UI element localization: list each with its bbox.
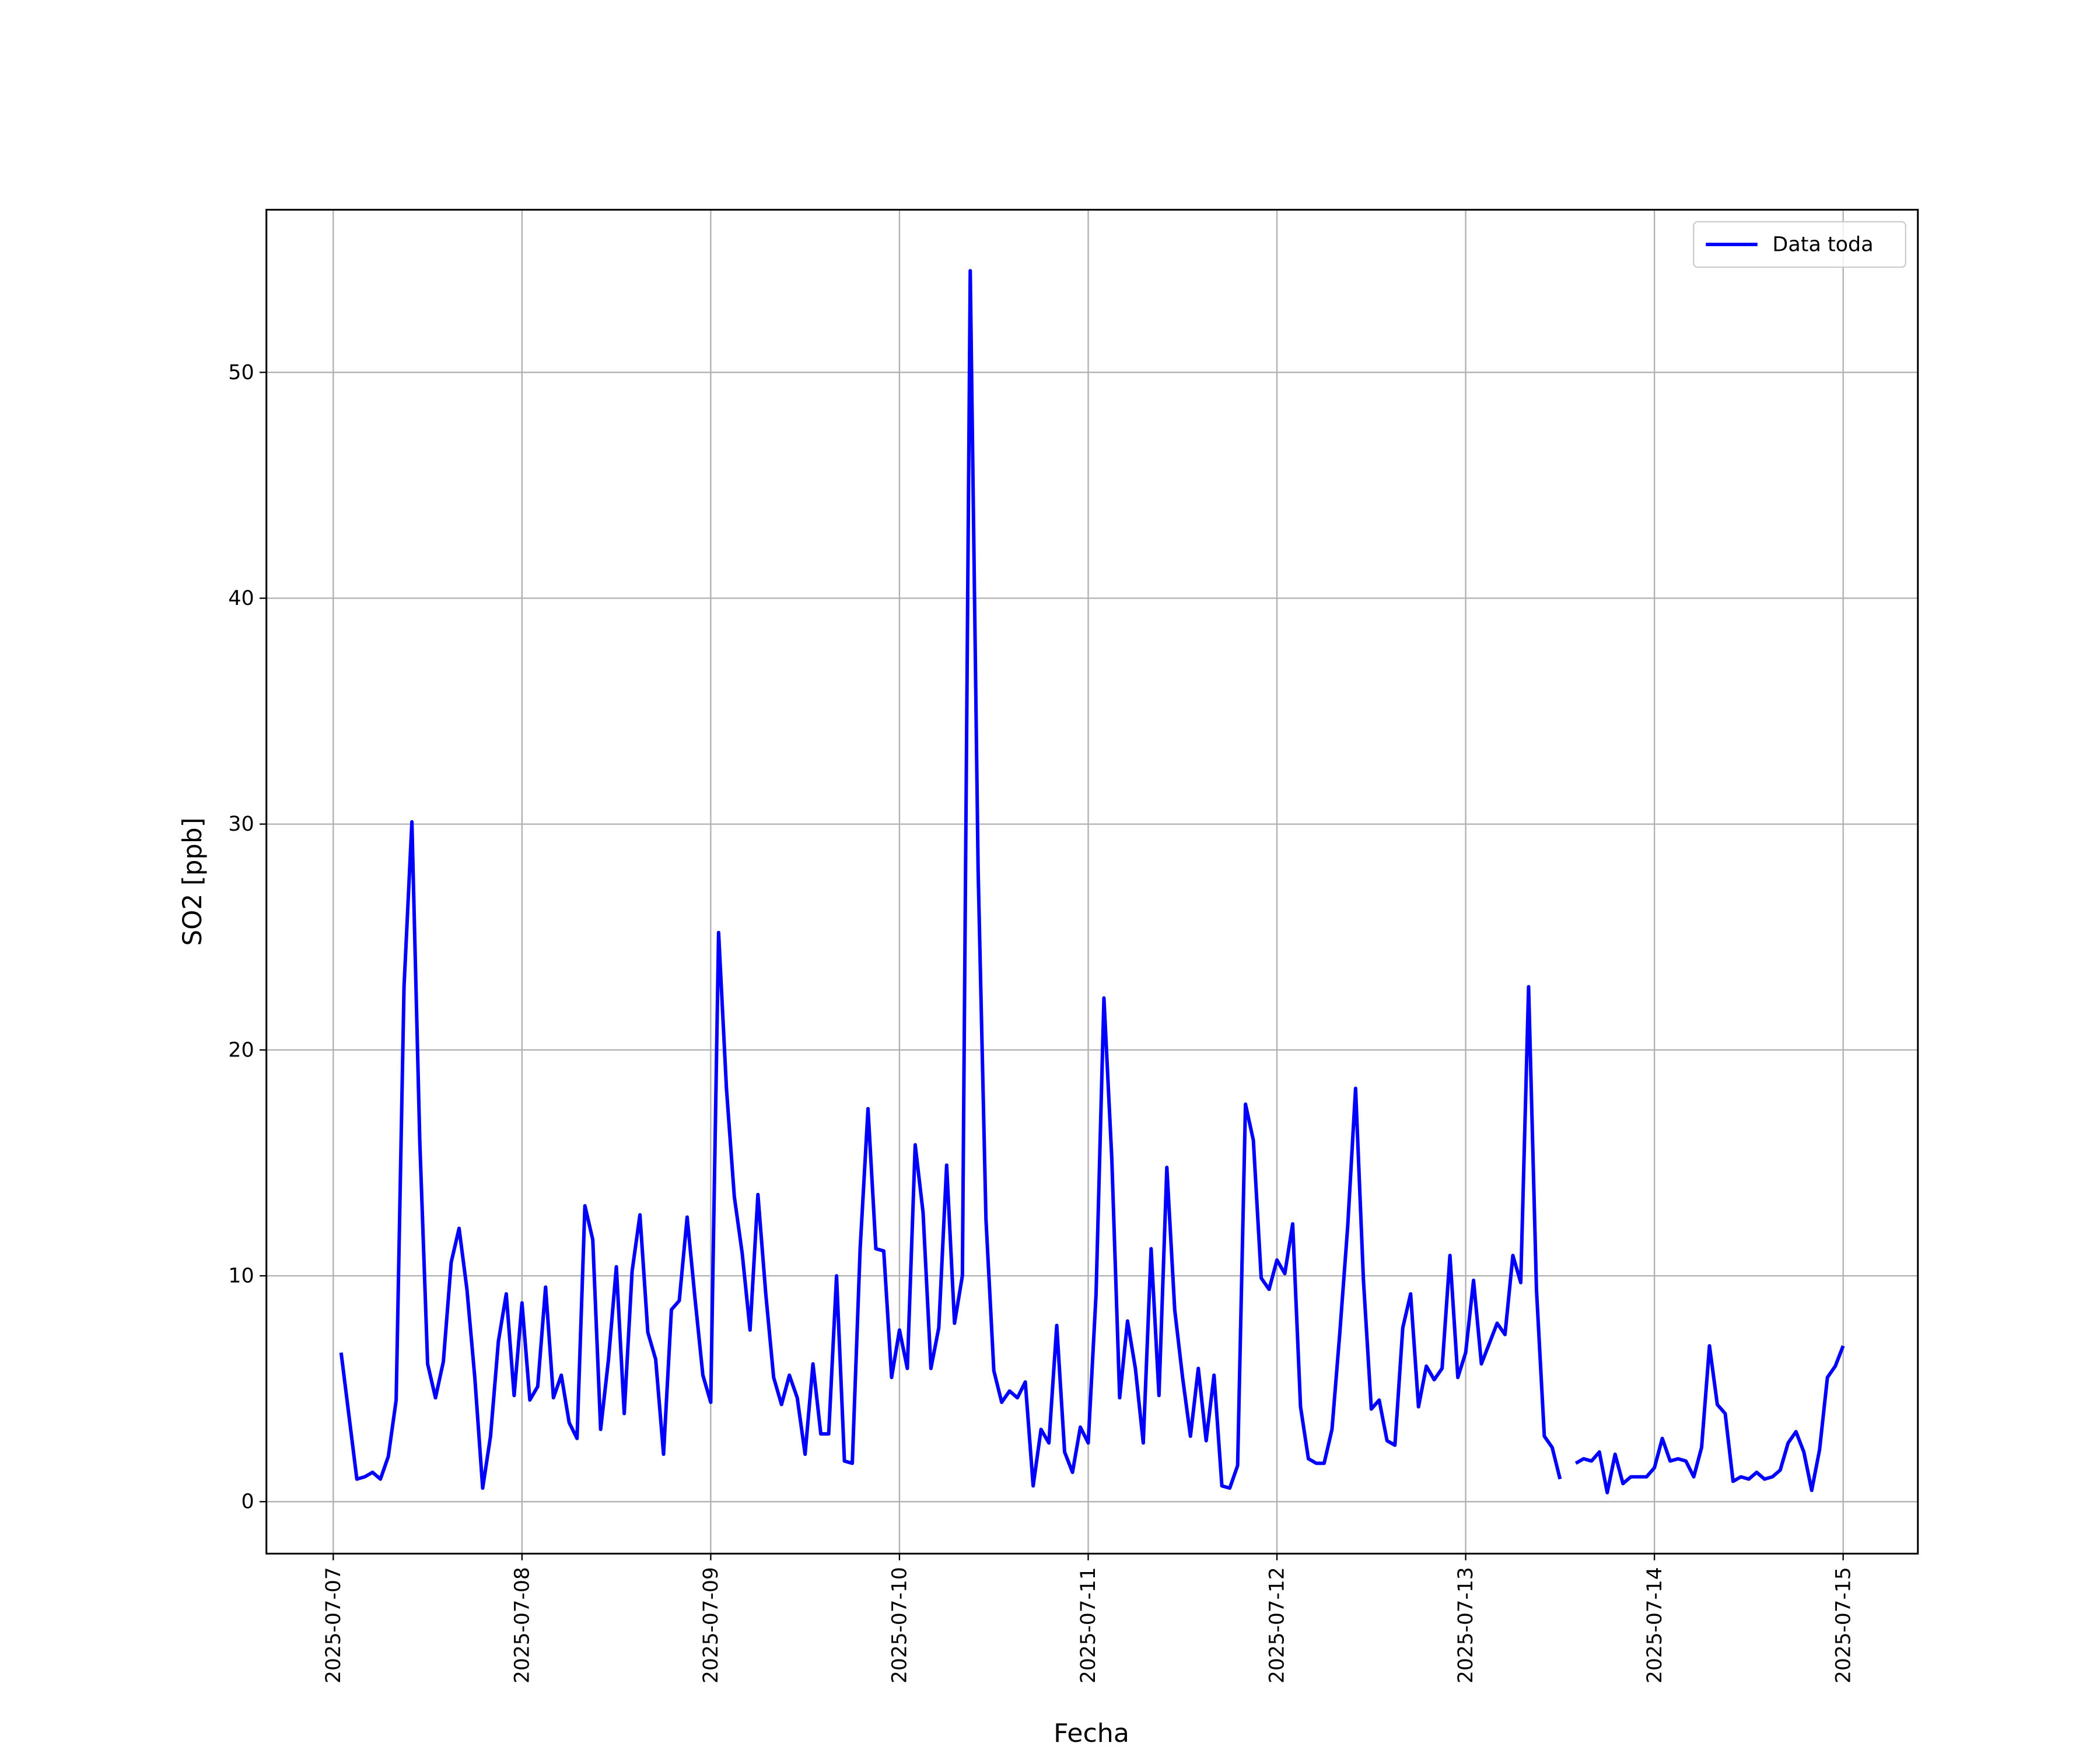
- legend-label: Data toda: [1772, 233, 1873, 257]
- y-tick-label: 10: [228, 1265, 254, 1288]
- x-tick-label: 2025-07-09: [699, 1567, 723, 1684]
- x-tick-label: 2025-07-08: [510, 1567, 534, 1684]
- y-tick-label: 50: [228, 361, 254, 384]
- x-tick-label: 2025-07-13: [1454, 1567, 1478, 1684]
- y-tick-label: 0: [241, 1490, 254, 1514]
- y-axis-label: SO2 [ppb]: [178, 817, 208, 946]
- axes-frame: [265, 209, 1919, 1555]
- x-axis-label: Fecha: [1054, 1719, 1129, 1749]
- data-line: [339, 269, 1845, 1494]
- legend: Data toda: [1693, 221, 1906, 268]
- y-tick-label: 40: [228, 587, 254, 610]
- x-tick-label: 2025-07-15: [1832, 1567, 1855, 1684]
- y-tick-label: 20: [228, 1039, 254, 1062]
- x-tick-label: 2025-07-12: [1265, 1567, 1289, 1684]
- legend-box: [1693, 221, 1906, 268]
- x-tick-label: 2025-07-07: [322, 1567, 345, 1684]
- x-tick-label: 2025-07-14: [1643, 1567, 1667, 1684]
- y-tick-label: 30: [228, 813, 254, 836]
- plot-area: [339, 269, 1845, 1494]
- x-tick-label: 2025-07-10: [888, 1567, 911, 1684]
- grid: 0 10 20 30 40 50 2025-07-07 2025-07-08 2025-07-0…: [228, 209, 1918, 1684]
- x-tick-label: 2025-07-11: [1077, 1567, 1100, 1684]
